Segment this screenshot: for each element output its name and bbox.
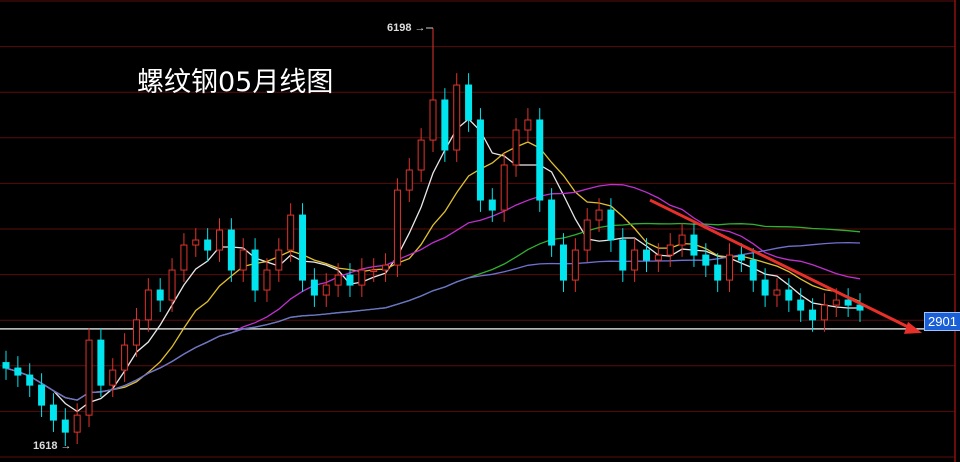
- candle-up: [678, 234, 686, 246]
- candle-down: [749, 259, 757, 281]
- candle-up: [393, 189, 401, 266]
- candle-down: [619, 239, 627, 271]
- candle-up: [322, 284, 330, 296]
- high-value: 6198: [387, 22, 412, 34]
- candle-down: [714, 264, 722, 281]
- candle-down: [844, 299, 852, 306]
- candle-down: [38, 384, 46, 406]
- candle-down: [299, 214, 307, 281]
- candle-up: [512, 129, 520, 166]
- candle-up: [239, 249, 247, 271]
- candle-up: [73, 414, 81, 433]
- candle-down: [97, 339, 105, 386]
- trendline-arrow: [649, 198, 915, 332]
- candle-up: [216, 229, 223, 251]
- candle-up: [132, 319, 140, 346]
- candle-down: [548, 199, 556, 246]
- candle-down: [797, 299, 805, 311]
- candle-down: [465, 84, 473, 121]
- arrow-head-icon: [904, 321, 922, 334]
- candle-down: [310, 279, 318, 296]
- candle-down: [856, 304, 864, 311]
- candle-up: [595, 209, 603, 221]
- candle-up: [631, 249, 639, 271]
- candle-down: [227, 229, 235, 271]
- candle-up: [820, 304, 828, 321]
- candle-up: [405, 169, 413, 191]
- candle-down: [761, 279, 769, 296]
- candle-down: [536, 119, 544, 201]
- candle-down: [26, 374, 34, 386]
- candle-up: [121, 344, 129, 371]
- last-price-badge: 2901: [924, 312, 960, 331]
- candle-down: [156, 289, 164, 301]
- candle-down: [809, 309, 817, 321]
- candle-down: [488, 199, 496, 211]
- ma20-line: [5, 183, 861, 401]
- candle-up: [180, 244, 188, 271]
- candle-up: [334, 274, 342, 286]
- candle-down: [346, 274, 354, 286]
- candle-up: [500, 164, 508, 211]
- candle-up: [583, 219, 591, 251]
- candle-down: [785, 289, 793, 301]
- candle-up: [832, 299, 840, 306]
- candle-up: [144, 289, 152, 321]
- candle-down: [702, 254, 710, 266]
- candle-down: [559, 244, 567, 281]
- candle-up: [358, 269, 366, 286]
- candle-down: [14, 367, 22, 376]
- low-label: 1618 →: [33, 440, 72, 452]
- candle-up: [275, 249, 283, 271]
- candle-up: [773, 289, 781, 296]
- candle-up: [726, 254, 734, 281]
- candle-up: [429, 99, 437, 141]
- candle-down: [204, 239, 212, 251]
- candle-up: [168, 269, 176, 301]
- candle-up: [192, 239, 200, 246]
- candle-down: [2, 362, 10, 369]
- candle-up: [382, 264, 390, 271]
- candle-down: [441, 99, 449, 151]
- candle-up: [263, 269, 271, 291]
- low-value: 1618: [33, 440, 58, 452]
- candle-down: [49, 404, 57, 421]
- candle-up: [417, 139, 425, 171]
- candle-up: [654, 254, 662, 261]
- candle-up: [571, 249, 579, 281]
- ma40-line: [5, 222, 861, 401]
- candle-down: [643, 249, 650, 261]
- candle-up: [453, 84, 461, 151]
- candle-up: [287, 214, 295, 251]
- chart-title: 螺纹钢05月线图: [137, 67, 334, 98]
- candle-down: [251, 249, 259, 291]
- high-label: 6198 →: [387, 22, 426, 34]
- candle-down: [690, 234, 698, 256]
- candle-up: [109, 369, 117, 386]
- candle-down: [737, 254, 745, 261]
- candle-down: [61, 419, 69, 433]
- candle-down: [607, 209, 615, 241]
- candle-up: [370, 269, 378, 273]
- candle-up: [524, 119, 532, 131]
- candle-up: [85, 339, 93, 416]
- candle-up: [666, 244, 674, 256]
- candle-down: [476, 119, 484, 201]
